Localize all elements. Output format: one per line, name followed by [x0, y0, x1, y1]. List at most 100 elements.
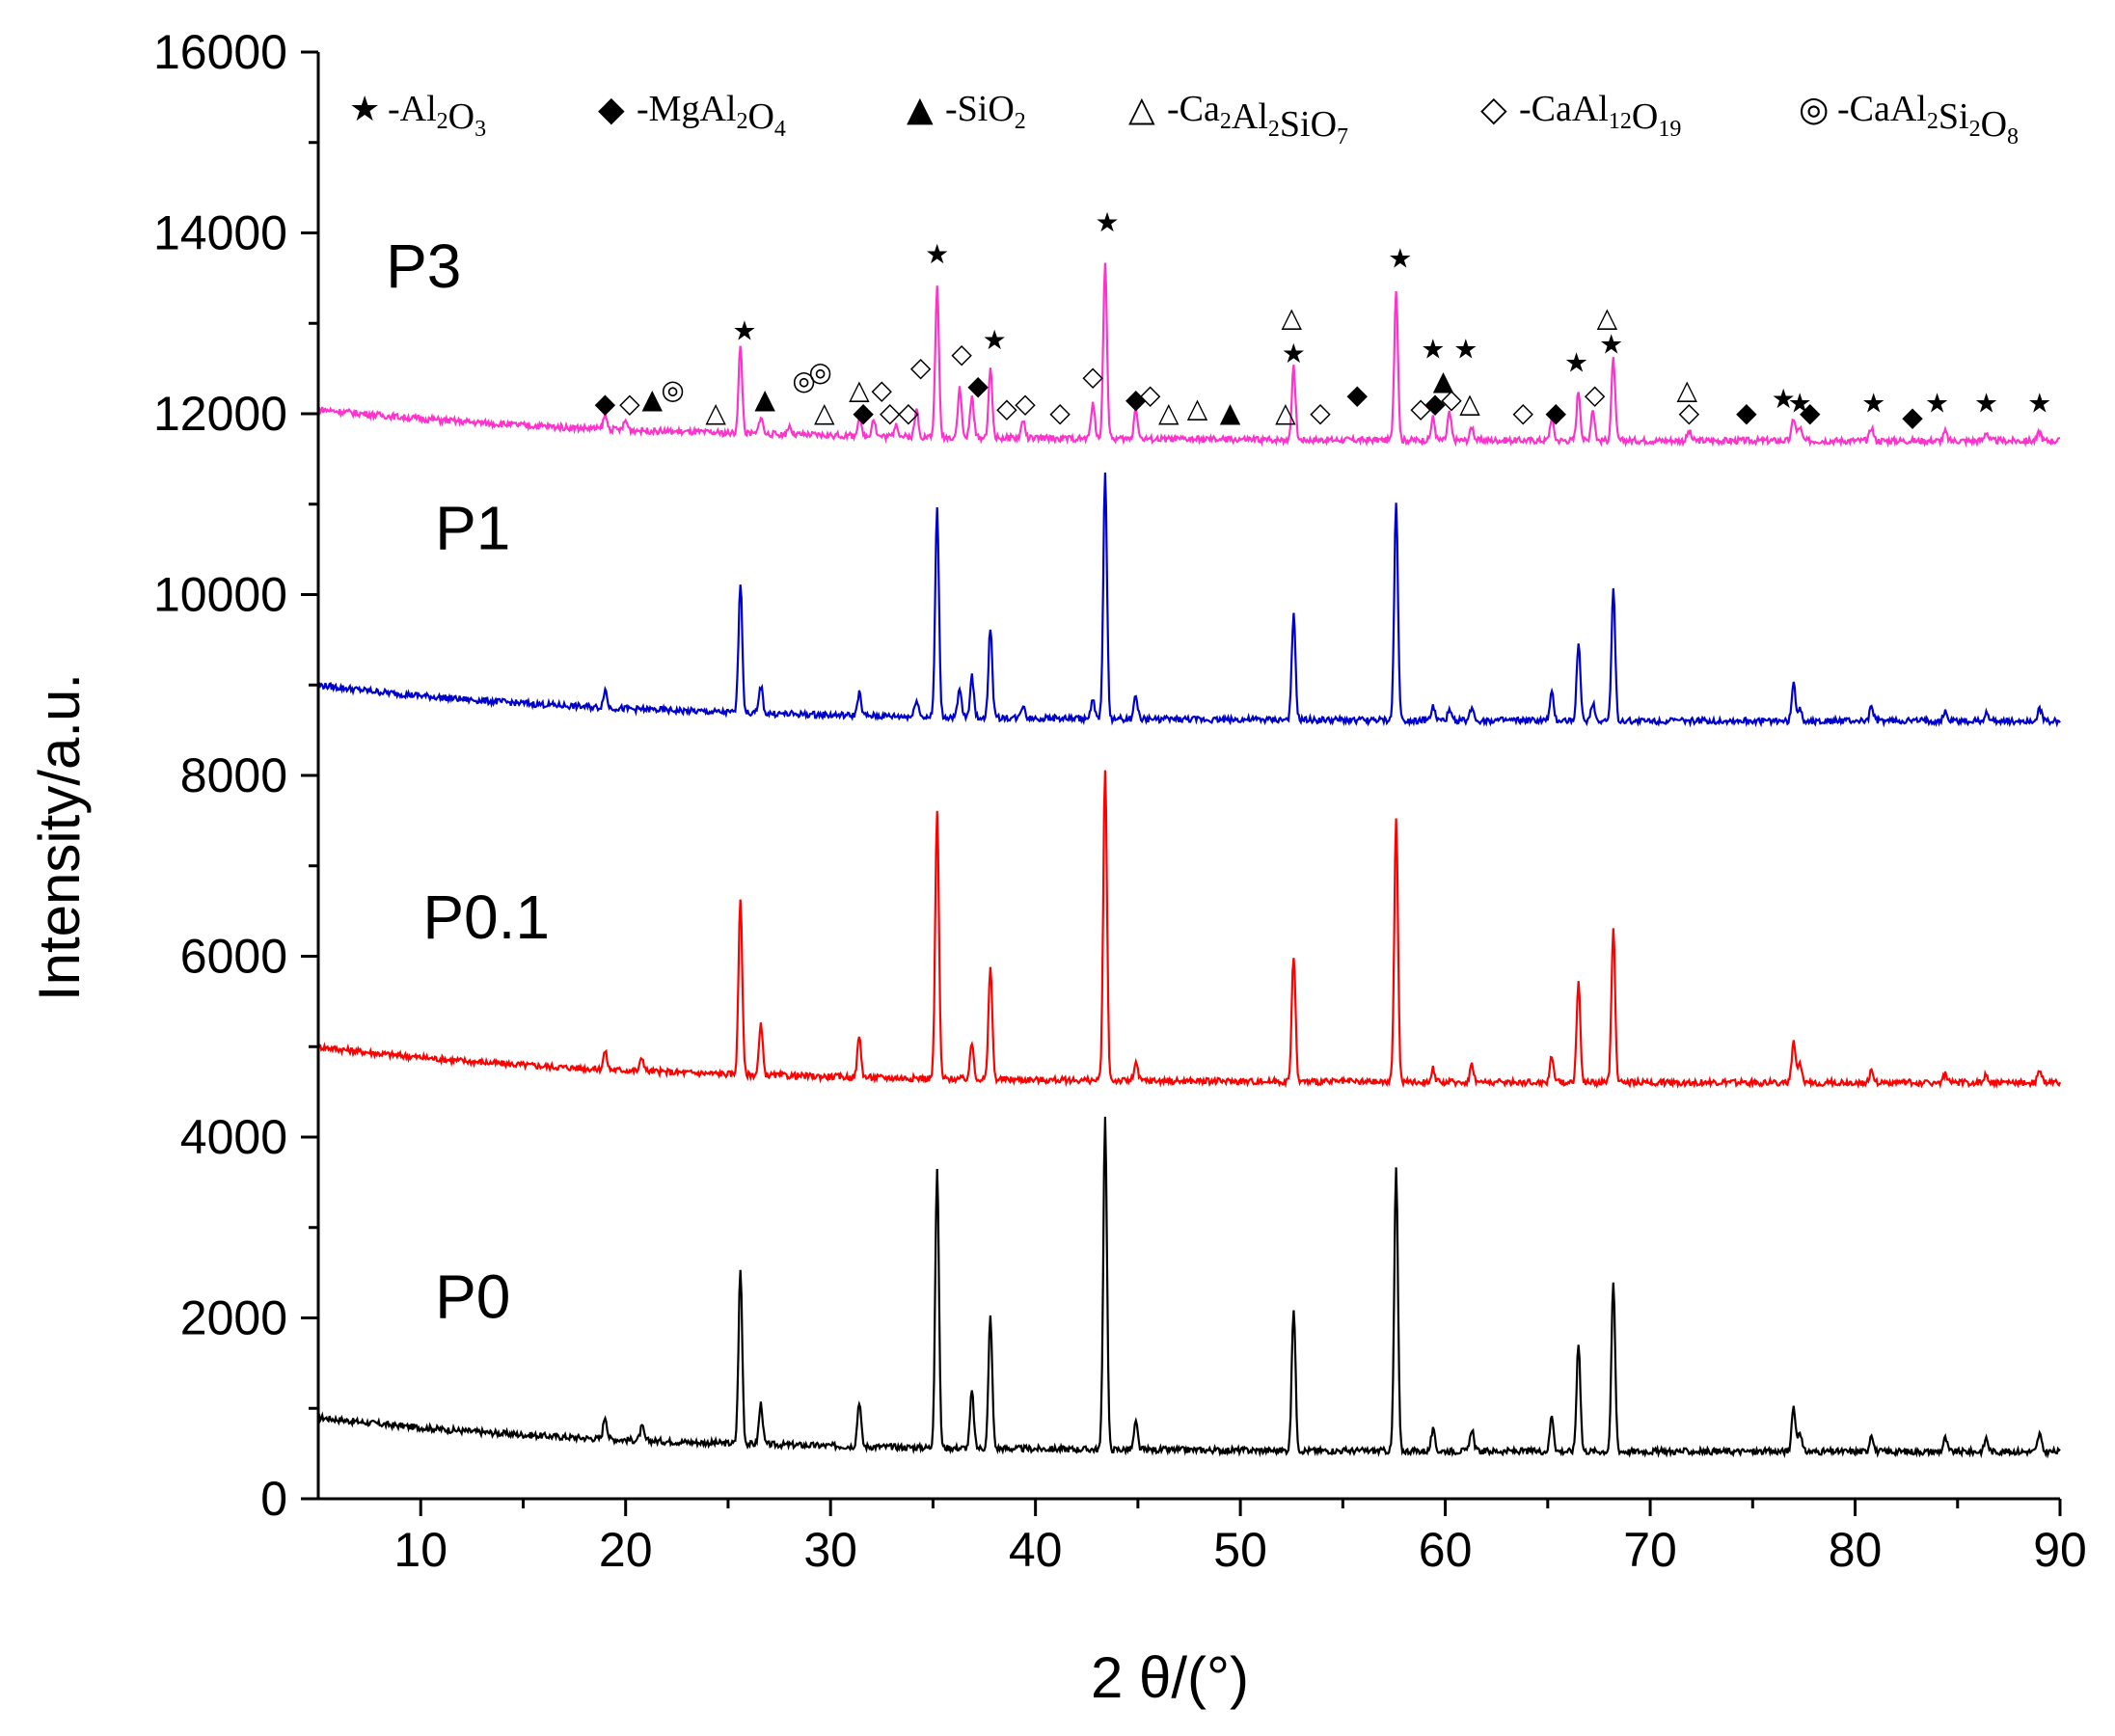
legend-item-ca2al2sio7: △ -Ca2Al2SiO7 [1128, 89, 1348, 149]
x-tick-label: 90 [2033, 1523, 2087, 1577]
phase-marker-al2o3: ★ [1599, 329, 1623, 361]
y-tick-label: 0 [260, 1472, 287, 1526]
phase-marker-caal12o19: ◇ [1310, 396, 1331, 428]
phase-marker-ca2al2sio7: △ [1281, 302, 1302, 334]
phase-marker-ca2al2sio7: △ [1158, 396, 1180, 428]
phase-marker-mgal2o4: ◆ [853, 396, 874, 428]
x-tick-label: 70 [1623, 1523, 1677, 1577]
phase-marker-al2o3: ★ [1861, 388, 1885, 420]
phase-marker-sio2: ▲ [642, 383, 664, 415]
legend-item-mgal2o4: ◆ -MgAl2O4 [598, 89, 786, 142]
legend-label: -Ca2Al2SiO7 [1167, 89, 1348, 149]
series-layer: P0 P0.1 P1 P3 [316, 231, 2062, 1459]
series-line-p0-1 [316, 770, 2062, 1090]
phase-marker-ca2al2sio7: △ [849, 374, 870, 406]
phase-marker-al2o3: ★ [1925, 388, 1949, 420]
x-tick-label: 20 [599, 1523, 653, 1577]
phase-marker-caal12o19: ◇ [898, 396, 919, 428]
phase-marker-mgal2o4: ◆ [595, 388, 616, 420]
legend: ★ -Al2O3 ◆ -MgAl2O4 ▲ -SiO2 △ -Ca2Al2SiO7 ◇ -CaAl… [349, 89, 2019, 149]
phase-marker-caal12o19: ◇ [1410, 392, 1431, 423]
phase-marker-sio2: ▲ [754, 383, 775, 415]
phase-marker-al2o3: ★ [1788, 388, 1812, 420]
phase-marker-al2o3: ★ [2027, 388, 2051, 420]
phase-marker-caal12o19: ◇ [1140, 378, 1161, 410]
x-tick-label: 80 [1829, 1523, 1883, 1577]
phase-marker-caal12o19: ◇ [1441, 383, 1462, 415]
phase-marker-mgal2o4: ◆ [1800, 396, 1821, 428]
legend-symbol: ▲ [907, 90, 934, 129]
y-tick-label: 12000 [153, 387, 287, 441]
legend-symbol: ◎ [1799, 90, 1829, 129]
x-tick-label: 10 [393, 1523, 447, 1577]
x-axis-title: 2 θ/(°) [1091, 1645, 1249, 1710]
phase-marker-caal2si2o8: ◎ [808, 356, 831, 388]
phase-marker-caal12o19: ◇ [1679, 396, 1700, 428]
phase-marker-al2o3: ★ [1772, 383, 1796, 415]
phase-marker-al2o3: ★ [1453, 333, 1478, 365]
legend-label: -CaAl12O19 [1519, 89, 1681, 142]
phase-marker-layer: ◆ ◇ ▲◎△★▲◎◎△ ◆△ ◇◇◇◇★◇◆★◇◇ ◇◇★◆◇△ △ ▲△★△ ◇◆★★◇◆▲… [595, 206, 2052, 433]
phase-marker-caal12o19: ◇ [619, 388, 640, 420]
phase-marker-caal12o19: ◇ [872, 374, 893, 406]
y-tick-label: 8000 [180, 748, 287, 802]
series-line-p1 [317, 472, 2061, 728]
legend-item-caal2si2o8: ◎ -CaAl2Si2O8 [1799, 89, 2019, 149]
phase-marker-caal12o19: ◇ [1513, 396, 1534, 428]
phase-marker-ca2al2sio7: △ [814, 396, 835, 428]
phase-marker-caal12o19: ◇ [910, 351, 932, 383]
series-label-p0: P0 [435, 1262, 510, 1332]
phase-marker-caal12o19: ◇ [996, 392, 1017, 423]
series-label-p3: P3 [386, 231, 461, 301]
y-axis-title: Intensity/a.u. [27, 673, 92, 1001]
x-tick-label: 30 [803, 1523, 857, 1577]
series-line-p0 [317, 1116, 2061, 1459]
phase-marker-sio2: ▲ [1433, 365, 1454, 396]
phase-marker-mgal2o4: ◆ [967, 369, 989, 401]
phase-marker-ca2al2sio7: △ [1459, 388, 1480, 420]
y-tick-label: 16000 [153, 25, 287, 79]
phase-marker-caal12o19: ◇ [1015, 388, 1036, 420]
phase-marker-al2o3: ★ [1282, 338, 1306, 369]
legend-label: -CaAl2Si2O8 [1837, 89, 2019, 149]
phase-marker-al2o3: ★ [732, 315, 756, 347]
phase-marker-al2o3: ★ [925, 238, 949, 270]
phase-marker-al2o3: ★ [1974, 388, 1998, 420]
y-tick-label: 10000 [153, 568, 287, 622]
series-label-p1: P1 [435, 494, 510, 563]
legend-label: -MgAl2O4 [637, 89, 786, 142]
x-tick-label: 60 [1419, 1523, 1473, 1577]
phase-marker-caal2si2o8: ◎ [661, 374, 684, 406]
legend-item-caal12o19: ◇ -CaAl12O19 [1480, 89, 1681, 142]
legend-symbol: ◆ [598, 90, 625, 129]
legend-label: -SiO2 [945, 89, 1026, 134]
series-label-p0-1: P0.1 [422, 882, 550, 952]
legend-symbol: △ [1128, 90, 1155, 129]
phase-marker-mgal2o4: ◆ [1736, 396, 1757, 428]
legend-item-al2o3: ★ -Al2O3 [349, 89, 486, 142]
legend-symbol: ◇ [1480, 90, 1507, 129]
y-tick-label: 2000 [180, 1291, 287, 1345]
y-tick-label: 14000 [153, 206, 287, 260]
y-tick-label: 4000 [180, 1110, 287, 1164]
phase-marker-mgal2o4: ◆ [1346, 378, 1368, 410]
phase-marker-ca2al2sio7: △ [1187, 392, 1208, 423]
phase-marker-caal2si2o8: ◎ [792, 365, 815, 396]
phase-marker-al2o3: ★ [1388, 243, 1412, 275]
phase-marker-al2o3: ★ [1421, 333, 1445, 365]
phase-marker-ca2al2sio7: △ [705, 396, 726, 428]
phase-marker-ca2al2sio7: △ [1275, 396, 1296, 428]
x-tick-label: 40 [1009, 1523, 1063, 1577]
phase-marker-caal12o19: ◇ [1585, 378, 1606, 410]
phase-marker-mgal2o4: ◆ [1902, 401, 1923, 433]
phase-marker-al2o3: ★ [1095, 206, 1119, 238]
axes-layer: 10 20 30 40 50 60 70 80 90 0 2000 4000 6000 8000 10000… [153, 25, 2087, 1577]
phase-marker-mgal2o4: ◆ [1546, 396, 1567, 428]
phase-marker-caal12o19: ◇ [1082, 361, 1103, 393]
series-line-p3 [317, 262, 2061, 448]
legend-label: -Al2O3 [388, 89, 486, 142]
phase-marker-sio2: ▲ [1220, 396, 1241, 428]
phase-marker-ca2al2sio7: △ [1597, 302, 1618, 334]
x-tick-label: 50 [1213, 1523, 1267, 1577]
